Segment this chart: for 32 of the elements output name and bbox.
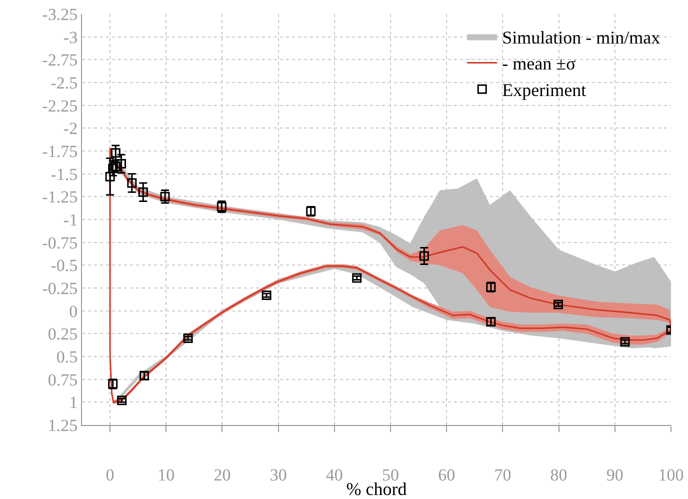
y-tick-label: -2 (63, 119, 78, 138)
y-tick-label: -0.25 (42, 278, 78, 298)
y-tick-label: -0.75 (42, 233, 78, 252)
x-tick-label: 90 (606, 465, 624, 484)
y-tick-label: -3.25 (42, 4, 78, 24)
x-tick-label: 80 (550, 465, 568, 484)
x-tick-label: 10 (158, 465, 175, 484)
legend-label: Experiment (502, 80, 586, 100)
y-tick-label: -1.5 (50, 164, 78, 184)
y-tick-label: -3 (63, 28, 78, 47)
x-tick-label: 70 (494, 465, 512, 484)
x-tick-label: 100 (658, 465, 684, 484)
x-tick-label: 30 (270, 465, 287, 484)
y-tick-label: -1.25 (42, 188, 78, 207)
y-tick-label: -2.5 (50, 73, 78, 92)
y-tick-label: 1.25 (48, 416, 78, 435)
y-tick-label: 1 (69, 393, 78, 412)
y-tick-label: -1.75 (42, 142, 78, 161)
y-tick-label: -2.75 (42, 50, 78, 70)
x-tick-label: 20 (214, 465, 231, 484)
y-tick-label: -2.25 (42, 96, 78, 116)
y-tick-label: 0.5 (56, 347, 78, 366)
y-tick-label: 0.75 (48, 370, 78, 390)
x-tick-label: 0 (106, 465, 114, 484)
legend-label: Simulation - min/max (502, 27, 660, 48)
y-tick-label: -0.5 (50, 256, 78, 276)
x-tick-label: 40 (326, 465, 343, 484)
y-tick-label: 0.25 (48, 324, 78, 344)
y-tick-label: 0 (69, 302, 78, 321)
legend-label: - mean ±σ (502, 54, 576, 74)
y-tick-label: -1 (63, 210, 78, 230)
x-tick-label: 60 (438, 465, 456, 484)
